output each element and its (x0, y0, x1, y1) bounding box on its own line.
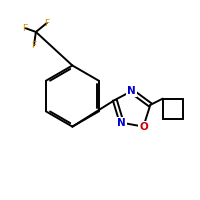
Text: F: F (22, 24, 28, 33)
Text: N: N (117, 118, 126, 128)
Text: N: N (127, 86, 136, 96)
Text: F: F (31, 41, 36, 50)
Text: F: F (44, 19, 49, 28)
Text: O: O (139, 122, 148, 132)
